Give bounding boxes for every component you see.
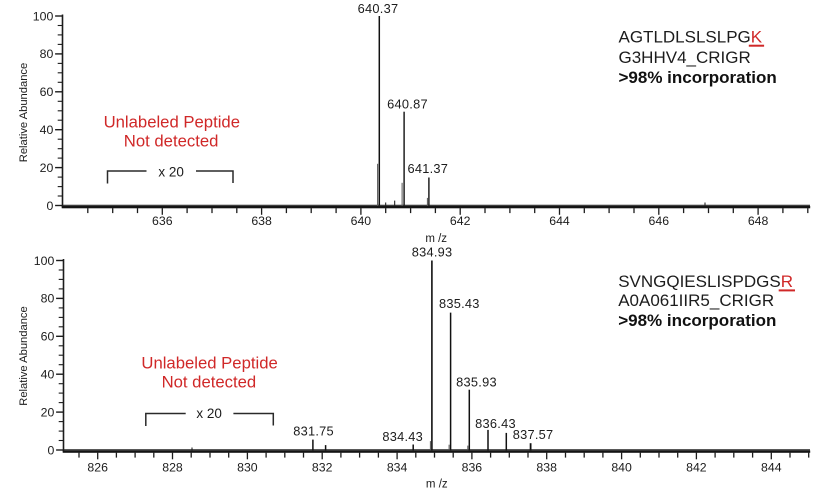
svg-text:Unlabeled Peptide: Unlabeled Peptide [104,113,240,132]
svg-text:m /z: m /z [426,478,448,490]
svg-text:100: 100 [33,9,54,23]
svg-text:636: 636 [152,214,173,228]
svg-text:Relative Abundance: Relative Abundance [18,306,30,406]
svg-text:40: 40 [41,368,55,382]
svg-text:Not detected: Not detected [162,373,257,392]
svg-text:646: 646 [649,214,670,228]
svg-text:640: 640 [351,214,372,228]
svg-text:20: 20 [41,405,55,419]
svg-text:SVNGQIESLISPDGSR: SVNGQIESLISPDGSR [618,272,793,291]
svg-text:838: 838 [536,460,557,474]
svg-text:842: 842 [686,460,707,474]
svg-text:Not detected: Not detected [124,131,219,150]
svg-text:834.93: 834.93 [412,245,453,260]
svg-text:835.43: 835.43 [439,296,480,311]
svg-text:642: 642 [450,214,471,228]
svg-text:837.57: 837.57 [513,427,554,442]
svg-text:20: 20 [40,161,54,175]
svg-text:826: 826 [87,460,108,474]
svg-text:40: 40 [40,123,54,137]
svg-text:836.43: 836.43 [475,416,516,431]
svg-text:80: 80 [41,292,55,306]
svg-text:834: 834 [387,460,408,474]
svg-text:831.75: 831.75 [293,424,334,439]
svg-text:>98% incorporation: >98% incorporation [619,68,777,87]
svg-text:840: 840 [611,460,632,474]
svg-text:835.93: 835.93 [456,374,497,389]
svg-text:640.87: 640.87 [387,97,428,112]
svg-text:834.43: 834.43 [382,429,423,444]
svg-text:m /z: m /z [425,233,447,245]
svg-text:638: 638 [251,214,272,228]
svg-text:60: 60 [41,330,55,344]
svg-text:830: 830 [237,460,258,474]
svg-text:0: 0 [47,443,54,457]
svg-text:644: 644 [549,214,570,228]
svg-text:648: 648 [748,214,769,228]
svg-text:G3HHV4_CRIGR: G3HHV4_CRIGR [619,48,751,67]
svg-text:A0A061IIR5_CRIGR: A0A061IIR5_CRIGR [618,291,774,310]
svg-text:Relative Abundance: Relative Abundance [18,63,30,163]
svg-text:832: 832 [312,460,333,474]
svg-text:828: 828 [162,460,183,474]
svg-text:844: 844 [761,460,782,474]
svg-text:x 20: x 20 [158,164,184,179]
svg-text:100: 100 [34,254,55,268]
svg-text:836: 836 [462,460,483,474]
svg-text:x 20: x 20 [196,406,222,421]
svg-text:640.37: 640.37 [358,1,399,16]
svg-text:641.37: 641.37 [407,161,448,176]
svg-text:60: 60 [40,85,54,99]
svg-text:Unlabeled Peptide: Unlabeled Peptide [141,354,277,373]
svg-text:80: 80 [40,47,54,61]
svg-text:0: 0 [46,199,53,213]
svg-text:>98% incorporation: >98% incorporation [618,311,776,330]
svg-text:AGTLDLSLSLPGK: AGTLDLSLSLPGK [619,27,763,46]
